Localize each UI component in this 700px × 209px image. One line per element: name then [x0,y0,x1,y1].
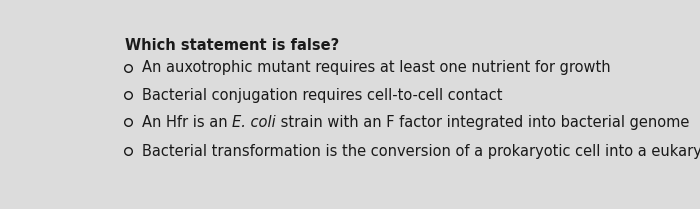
Text: Bacterial conjugation requires cell-to-cell contact: Bacterial conjugation requires cell-to-c… [141,88,503,103]
Text: An auxotrophic mutant requires at least one nutrient for growth: An auxotrophic mutant requires at least … [141,60,610,75]
Text: E. coli: E. coli [232,115,276,130]
Text: Which statement is false?: Which statement is false? [125,38,340,53]
Text: strain with an F factor integrated into bacterial genome: strain with an F factor integrated into … [276,115,689,130]
Text: An Hfr is an: An Hfr is an [141,115,232,130]
Text: Bacterial transformation is the conversion of a prokaryotic cell into a eukaryot: Bacterial transformation is the conversi… [141,144,700,159]
